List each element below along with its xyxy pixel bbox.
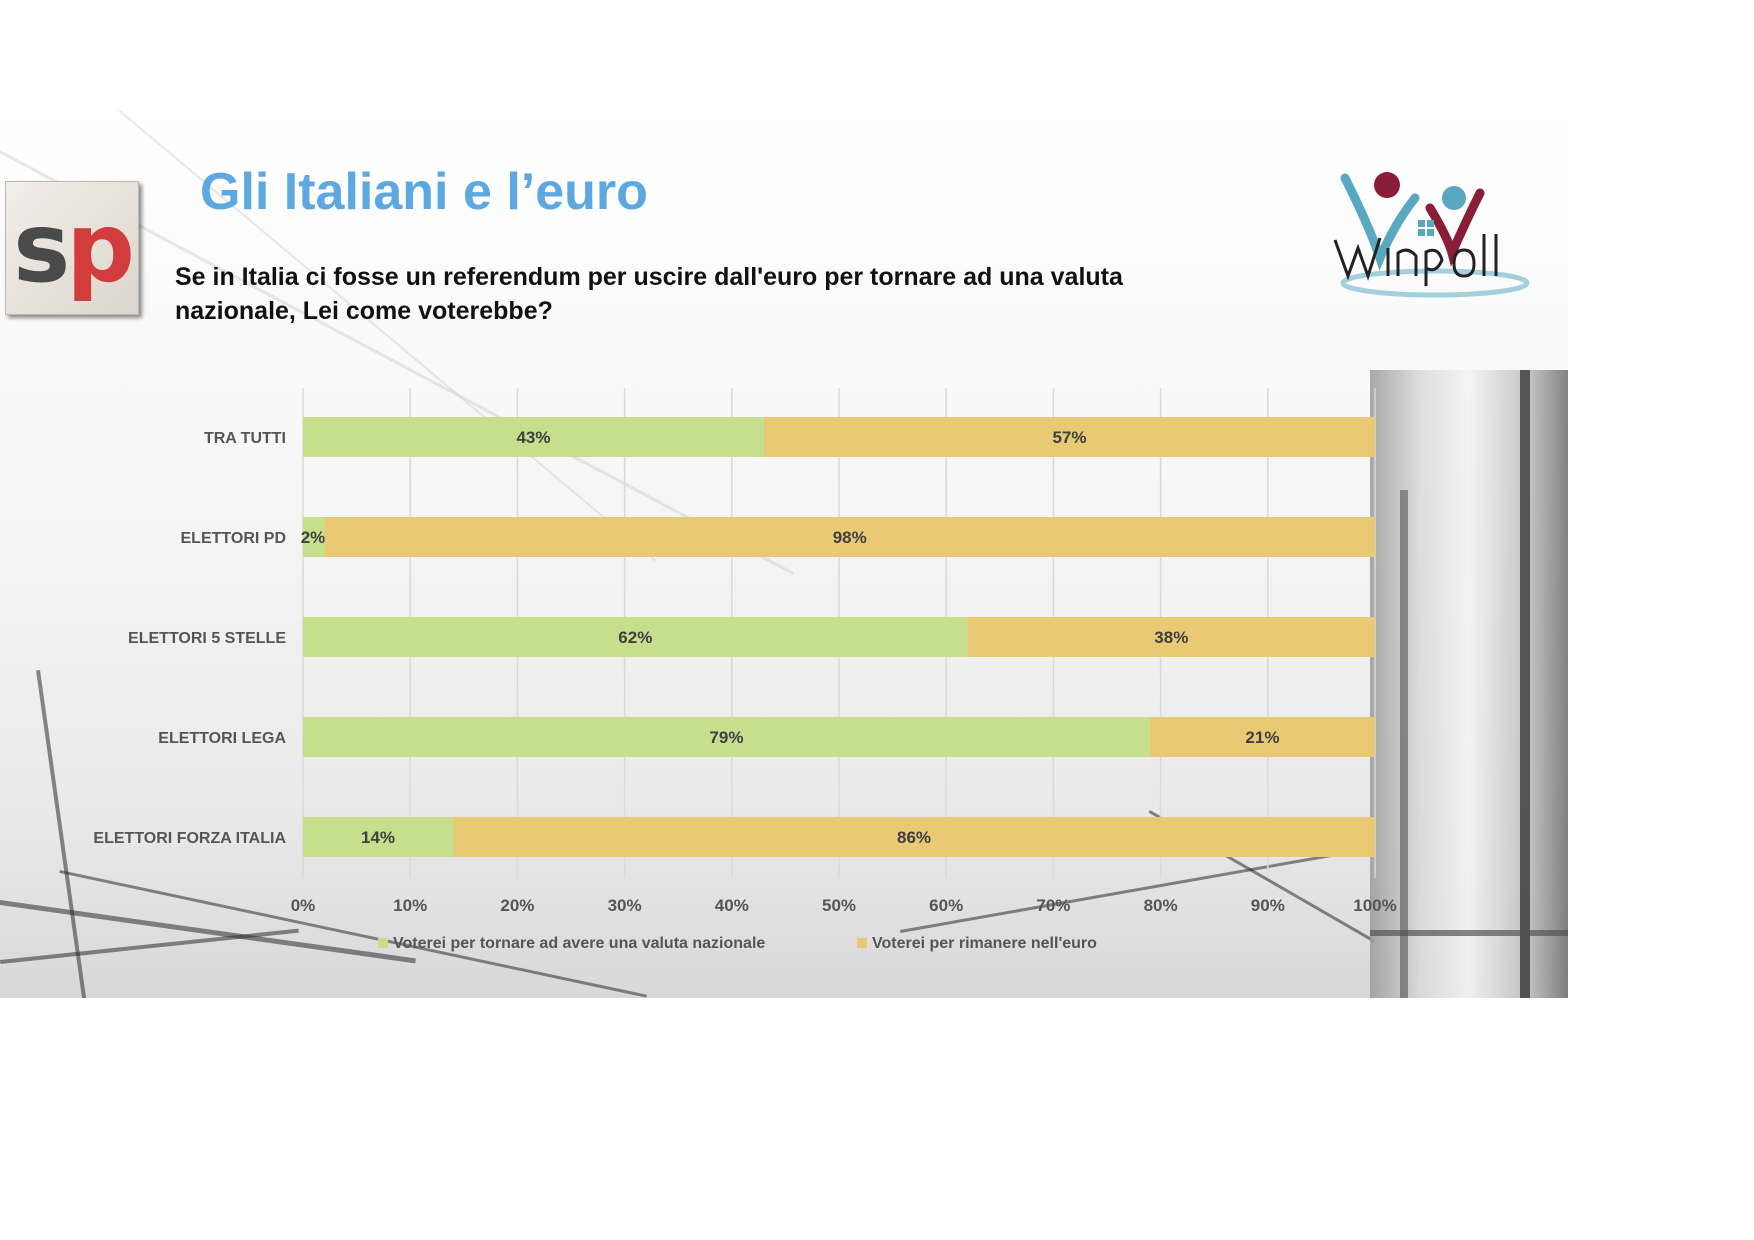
data-label: 21%: [1245, 728, 1279, 747]
window-frame-image: [1370, 370, 1568, 998]
bar-segment: [763, 417, 1375, 457]
category-label: ELETTORI FORZA ITALIA: [93, 830, 286, 847]
data-label: 43%: [516, 428, 550, 447]
data-label: 38%: [1154, 628, 1188, 647]
data-label: 57%: [1052, 428, 1086, 447]
bars: 43% 57% 2% 98% 62% 38% 79% 21% 14% 86%: [301, 417, 1376, 857]
data-label: 98%: [833, 528, 867, 547]
legend-label: Voterei per rimanere nell'euro: [872, 935, 1097, 952]
x-tick-label: 20%: [500, 896, 534, 915]
stacked-bar-chart: 43% 57% 2% 98% 62% 38% 79% 21% 14% 86% TRA TUTTI E…: [93, 388, 1397, 952]
bar-segment: [967, 617, 1375, 657]
category-label: ELETTORI LEGA: [158, 730, 286, 747]
category-labels: TRA TUTTI ELETTORI PD ELETTORI 5 STELLE ELE…: [93, 430, 286, 847]
x-tick-label: 40%: [715, 896, 749, 915]
x-tick-label: 100%: [1353, 896, 1396, 915]
sp-logo-s: s: [13, 192, 70, 304]
legend-swatch: [378, 938, 388, 948]
slide-title: Gli Italiani e l’euro: [200, 163, 648, 221]
x-tick-label: 50%: [822, 896, 856, 915]
bar-segment: [303, 817, 454, 857]
data-label: 86%: [897, 828, 931, 847]
x-tick-label: 60%: [929, 896, 963, 915]
x-tick-label: 10%: [393, 896, 427, 915]
bar-segment: [1149, 717, 1375, 757]
x-tick-label: 80%: [1144, 896, 1178, 915]
x-tick-label: 0%: [291, 896, 316, 915]
bar-segment: [303, 717, 1150, 757]
data-label: 14%: [361, 828, 395, 847]
data-label: 2%: [301, 528, 326, 547]
winpoll-logo: [1333, 172, 1530, 298]
x-axis-ticks: 0% 10% 20% 30% 40% 50% 60% 70% 80% 90% 100%: [291, 896, 1397, 915]
sp-logo-p: p: [66, 192, 135, 304]
x-tick-label: 70%: [1036, 896, 1070, 915]
legend-label: Voterei per tornare ad avere una valuta …: [393, 935, 765, 952]
category-label: TRA TUTTI: [204, 430, 286, 447]
legend: Voterei per tornare ad avere una valuta …: [378, 935, 1097, 952]
x-tick-label: 90%: [1251, 896, 1285, 915]
x-tick-label: 30%: [608, 896, 642, 915]
data-label: 79%: [709, 728, 743, 747]
bar-segment: [303, 417, 764, 457]
category-label: ELETTORI PD: [181, 530, 287, 547]
category-label: ELETTORI 5 STELLE: [128, 630, 286, 647]
bar-segment: [453, 817, 1376, 857]
bar-segment: [303, 617, 968, 657]
survey-question: Se in Italia ci fosse un referendum per …: [175, 263, 1123, 325]
bar-segment: [303, 517, 325, 557]
bar-segment: [324, 517, 1376, 557]
data-label: 62%: [618, 628, 652, 647]
legend-swatch: [857, 938, 867, 948]
